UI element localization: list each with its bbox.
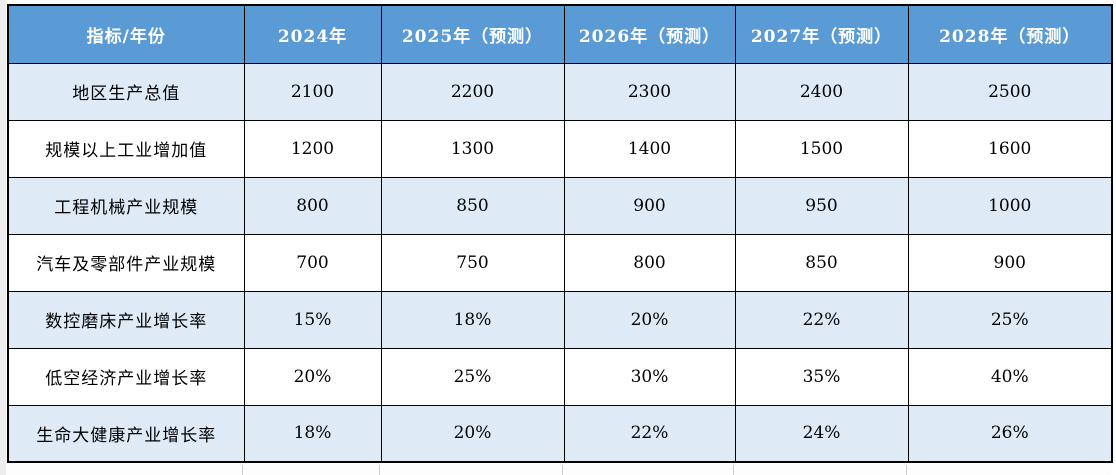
table-cell: 750 [380,233,565,292]
row-label: 汽车及零部件产业规模 [7,233,245,292]
table-cell: 35% [734,347,909,406]
cropped-cell [734,465,907,475]
row-label: 生命大健康产业增长率 [7,404,245,463]
table-cell: 1300 [380,119,565,178]
table-cell: 2400 [734,62,909,121]
table-row-gdp: 地区生产总值 2100 2200 2300 2400 2500 [7,62,1113,121]
row-label: 工程机械产业规模 [7,176,245,235]
cropped-cell [907,465,1111,475]
column-header-indicator: 指标/年份 [7,4,245,64]
cropped-next-row [7,465,1111,475]
table-cell: 1400 [563,119,736,178]
table-cell: 1200 [243,119,382,178]
forecast-table-container: 指标/年份 2024年 2025年（预测） 2026年（预测） 2027年（预测… [7,4,1113,463]
cropped-cell [380,465,563,475]
column-header-2028-forecast: 2028年（预测） [907,4,1113,64]
spreadsheet-left-gutter [0,0,6,475]
row-label: 地区生产总值 [7,62,245,121]
table-cell: 2100 [243,62,382,121]
row-label: 规模以上工业增加值 [7,119,245,178]
table-cell: 850 [734,233,909,292]
table-cell: 18% [380,290,565,349]
column-header-2024: 2024年 [243,4,382,64]
table-cell: 700 [243,233,382,292]
table-row-cnc-grinder-growth: 数控磨床产业增长率 15% 18% 20% 22% 25% [7,290,1113,349]
table-cell: 20% [563,290,736,349]
table-cell: 2500 [907,62,1113,121]
table-cell: 25% [907,290,1113,349]
column-header-2026-forecast: 2026年（预测） [563,4,736,64]
table-cell: 40% [907,347,1113,406]
cropped-cell [563,465,734,475]
table-cell: 30% [563,347,736,406]
header-row: 指标/年份 2024年 2025年（预测） 2026年（预测） 2027年（预测… [7,4,1113,64]
table-cell: 950 [734,176,909,235]
table-cell: 25% [380,347,565,406]
column-header-2027-forecast: 2027年（预测） [734,4,909,64]
table-cell: 22% [563,404,736,463]
table-cell: 26% [907,404,1113,463]
table-cell: 900 [907,233,1113,292]
cropped-cell [243,465,380,475]
table-cell: 850 [380,176,565,235]
table-cell: 800 [563,233,736,292]
table-cell: 2200 [380,62,565,121]
table-cell: 1000 [907,176,1113,235]
table-cell: 18% [243,404,382,463]
row-label: 数控磨床产业增长率 [7,290,245,349]
table-cell: 20% [380,404,565,463]
table-cell: 1600 [907,119,1113,178]
table-cell: 2300 [563,62,736,121]
table-row-auto-parts: 汽车及零部件产业规模 700 750 800 850 900 [7,233,1113,292]
row-label: 低空经济产业增长率 [7,347,245,406]
table-cell: 800 [243,176,382,235]
table-cell: 24% [734,404,909,463]
column-header-2025-forecast: 2025年（预测） [380,4,565,64]
table-cell: 900 [563,176,736,235]
table-cell: 1500 [734,119,909,178]
table-cell: 22% [734,290,909,349]
table-row-construction-machinery: 工程机械产业规模 800 850 900 950 1000 [7,176,1113,235]
table-row-industrial-added-value: 规模以上工业增加值 1200 1300 1400 1500 1600 [7,119,1113,178]
indicator-forecast-table: 指标/年份 2024年 2025年（预测） 2026年（预测） 2027年（预测… [7,4,1113,463]
table-cell: 20% [243,347,382,406]
table-row-low-altitude-economy-growth: 低空经济产业增长率 20% 25% 30% 35% 40% [7,347,1113,406]
table-row-life-health-growth: 生命大健康产业增长率 18% 20% 22% 24% 26% [7,404,1113,463]
table-cell: 15% [243,290,382,349]
cropped-cell [7,465,243,475]
